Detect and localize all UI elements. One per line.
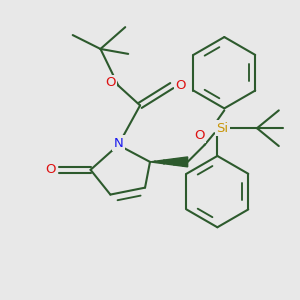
Text: O: O (194, 129, 205, 142)
Text: N: N (113, 136, 123, 150)
Text: O: O (105, 76, 116, 89)
Text: O: O (176, 79, 186, 92)
Polygon shape (150, 157, 188, 167)
Text: Si: Si (216, 122, 228, 135)
Text: O: O (46, 163, 56, 176)
